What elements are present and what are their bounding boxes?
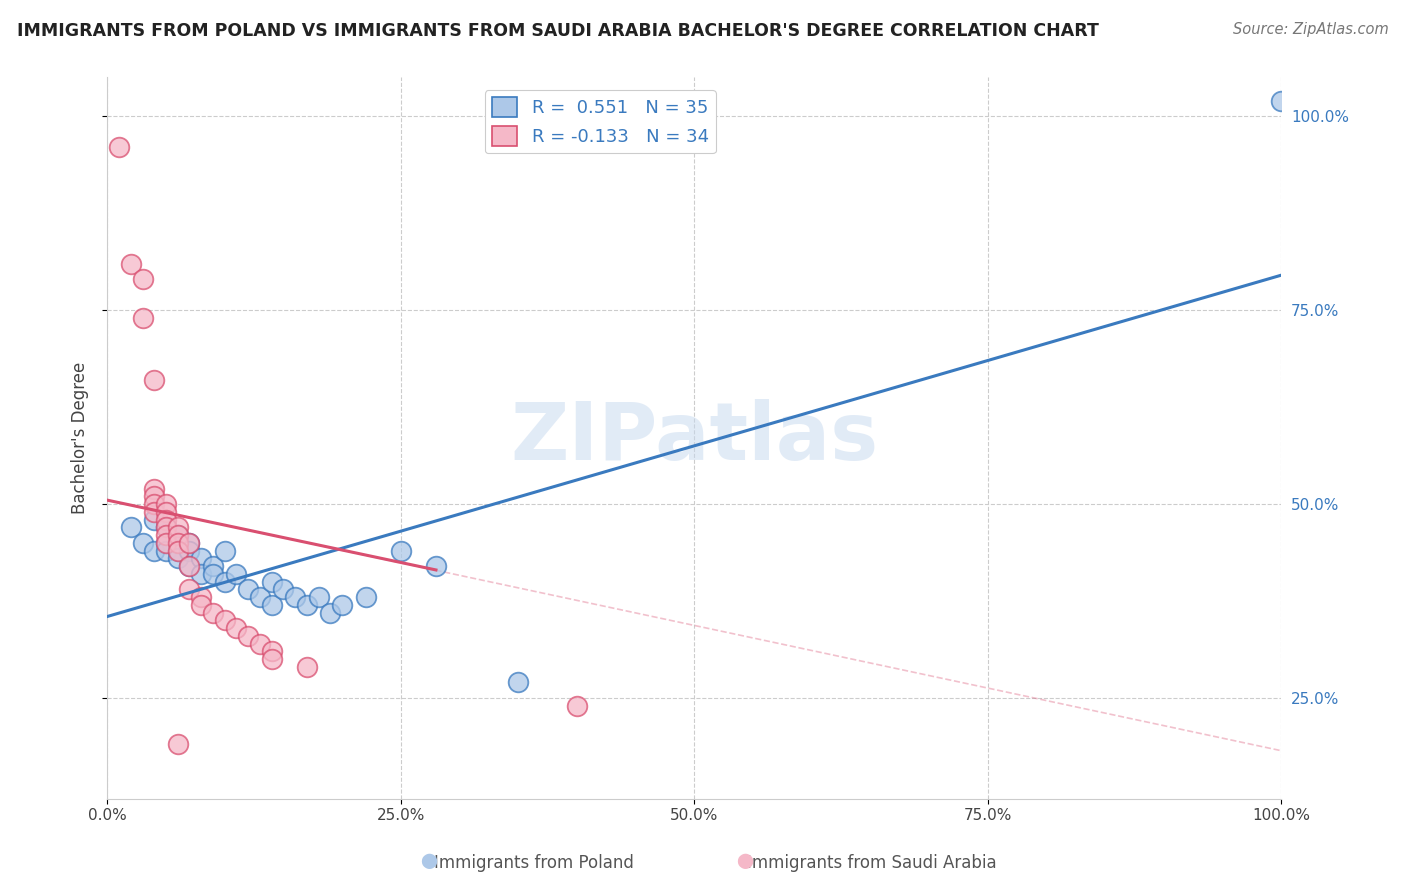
Point: [190, 566, 212, 581]
Point: [179, 536, 201, 550]
Point: [236, 582, 259, 597]
Point: [249, 637, 271, 651]
Point: [425, 559, 447, 574]
Point: [143, 512, 166, 526]
Point: [143, 497, 166, 511]
Point: [319, 606, 342, 620]
Point: [155, 528, 177, 542]
Point: [143, 489, 166, 503]
Point: [179, 559, 201, 574]
Point: [155, 497, 177, 511]
Point: [120, 257, 142, 271]
Point: [166, 543, 188, 558]
Text: IMMIGRANTS FROM POLAND VS IMMIGRANTS FROM SAUDI ARABIA BACHELOR'S DEGREE CORRELA: IMMIGRANTS FROM POLAND VS IMMIGRANTS FRO…: [17, 22, 1098, 40]
Point: [295, 598, 318, 612]
Point: [295, 660, 318, 674]
Point: [166, 520, 188, 534]
Point: [179, 559, 201, 574]
Point: [260, 644, 283, 658]
Point: [143, 543, 166, 558]
Point: [155, 536, 177, 550]
Text: Immigrants from Saudi Arabia: Immigrants from Saudi Arabia: [747, 855, 997, 872]
Point: [155, 505, 177, 519]
Point: [225, 566, 247, 581]
Point: [190, 590, 212, 604]
Point: [565, 698, 588, 713]
Point: [166, 528, 188, 542]
Point: [131, 272, 153, 286]
Point: [284, 590, 307, 604]
Point: [354, 590, 377, 604]
Point: [260, 652, 283, 666]
Text: ⬤: ⬤: [420, 854, 437, 869]
Text: ZIPatlas: ZIPatlas: [510, 399, 879, 477]
Point: [143, 505, 166, 519]
Point: [308, 590, 330, 604]
Point: [155, 543, 177, 558]
Point: [260, 598, 283, 612]
Point: [190, 598, 212, 612]
Point: [236, 629, 259, 643]
Point: [155, 536, 177, 550]
Point: [201, 566, 224, 581]
Point: [166, 551, 188, 566]
Point: [120, 520, 142, 534]
Point: [225, 621, 247, 635]
Point: [273, 582, 295, 597]
Point: [143, 482, 166, 496]
Point: [260, 574, 283, 589]
Point: [108, 140, 131, 154]
Point: [249, 590, 271, 604]
Point: [508, 675, 530, 690]
Point: [214, 574, 236, 589]
Point: [214, 543, 236, 558]
Point: [190, 551, 212, 566]
Point: [201, 559, 224, 574]
Point: [166, 543, 188, 558]
Point: [143, 373, 166, 387]
Point: [166, 738, 188, 752]
Text: Source: ZipAtlas.com: Source: ZipAtlas.com: [1233, 22, 1389, 37]
Point: [179, 536, 201, 550]
Text: Immigrants from Poland: Immigrants from Poland: [434, 855, 634, 872]
Point: [389, 543, 412, 558]
Text: ⬤: ⬤: [737, 854, 754, 869]
Point: [1270, 94, 1292, 108]
Point: [131, 310, 153, 325]
Point: [155, 512, 177, 526]
Point: [131, 536, 153, 550]
Point: [155, 520, 177, 534]
Point: [166, 528, 188, 542]
Point: [155, 520, 177, 534]
Point: [179, 543, 201, 558]
Point: [179, 582, 201, 597]
Point: [214, 613, 236, 627]
Point: [330, 598, 353, 612]
Legend: R =  0.551   N = 35, R = -0.133   N = 34: R = 0.551 N = 35, R = -0.133 N = 34: [485, 90, 716, 153]
Point: [201, 606, 224, 620]
Y-axis label: Bachelor's Degree: Bachelor's Degree: [72, 362, 89, 514]
Point: [166, 536, 188, 550]
